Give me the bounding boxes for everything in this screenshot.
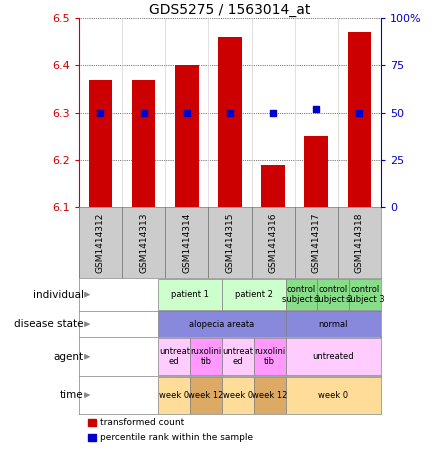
Text: alopecia areata: alopecia areata	[189, 320, 254, 329]
Text: week 12: week 12	[252, 390, 287, 400]
Bar	[175, 65, 199, 207]
Bar	[190, 338, 222, 375]
Text: GSM1414317: GSM1414317	[312, 212, 321, 273]
Text: week 12: week 12	[188, 390, 224, 400]
Bar	[261, 165, 285, 207]
Point	[313, 106, 320, 113]
Bar	[222, 338, 254, 375]
Text: ruxolini
tib: ruxolini tib	[191, 347, 222, 366]
Text: GSM1414312: GSM1414312	[96, 212, 105, 273]
Bar	[132, 80, 155, 207]
Text: untreated: untreated	[313, 352, 354, 361]
Bar	[304, 136, 328, 207]
Title: GDS5275 / 1563014_at: GDS5275 / 1563014_at	[149, 3, 311, 17]
Text: ruxolini
tib: ruxolini tib	[254, 347, 285, 366]
Text: agent: agent	[53, 352, 84, 361]
Text: patient 2: patient 2	[235, 290, 273, 299]
Point	[270, 109, 277, 116]
Bar	[218, 37, 242, 207]
Bar	[88, 434, 96, 441]
Point	[183, 109, 190, 116]
Text: week 0: week 0	[223, 390, 253, 400]
Text: time: time	[60, 390, 84, 400]
Text: control
subject 3: control subject 3	[346, 285, 385, 304]
Point	[226, 109, 233, 116]
Text: GSM1414318: GSM1414318	[355, 212, 364, 273]
Text: normal: normal	[318, 320, 348, 329]
Text: disease state: disease state	[14, 319, 84, 329]
Text: patient 1: patient 1	[171, 290, 209, 299]
Bar	[88, 80, 112, 207]
Bar	[286, 311, 381, 337]
Text: GSM1414315: GSM1414315	[226, 212, 234, 273]
Text: GSM1414316: GSM1414316	[268, 212, 278, 273]
Bar	[159, 338, 190, 375]
Bar	[348, 32, 371, 207]
Text: week 0: week 0	[159, 390, 189, 400]
Bar	[286, 279, 318, 310]
Text: week 0: week 0	[318, 390, 348, 400]
Bar	[222, 279, 286, 310]
Text: transformed count: transformed count	[100, 418, 184, 427]
Bar	[318, 279, 349, 310]
Point	[97, 109, 104, 116]
Text: control
subject 1: control subject 1	[282, 285, 321, 304]
Text: individual: individual	[32, 289, 84, 299]
Bar	[190, 377, 222, 414]
Bar	[88, 419, 96, 426]
Bar	[159, 279, 222, 310]
Text: GSM1414313: GSM1414313	[139, 212, 148, 273]
Text: untreat
ed: untreat ed	[159, 347, 190, 366]
Bar	[222, 377, 254, 414]
Bar	[349, 279, 381, 310]
Text: percentile rank within the sample: percentile rank within the sample	[100, 433, 253, 442]
Bar	[286, 377, 381, 414]
Text: control
subject 2: control subject 2	[314, 285, 353, 304]
Bar	[159, 311, 286, 337]
Bar	[286, 338, 381, 375]
Bar	[254, 338, 286, 375]
Point	[140, 109, 147, 116]
Text: GSM1414314: GSM1414314	[182, 212, 191, 273]
Point	[356, 109, 363, 116]
Bar	[254, 377, 286, 414]
Text: untreat
ed: untreat ed	[223, 347, 254, 366]
Bar	[159, 377, 190, 414]
